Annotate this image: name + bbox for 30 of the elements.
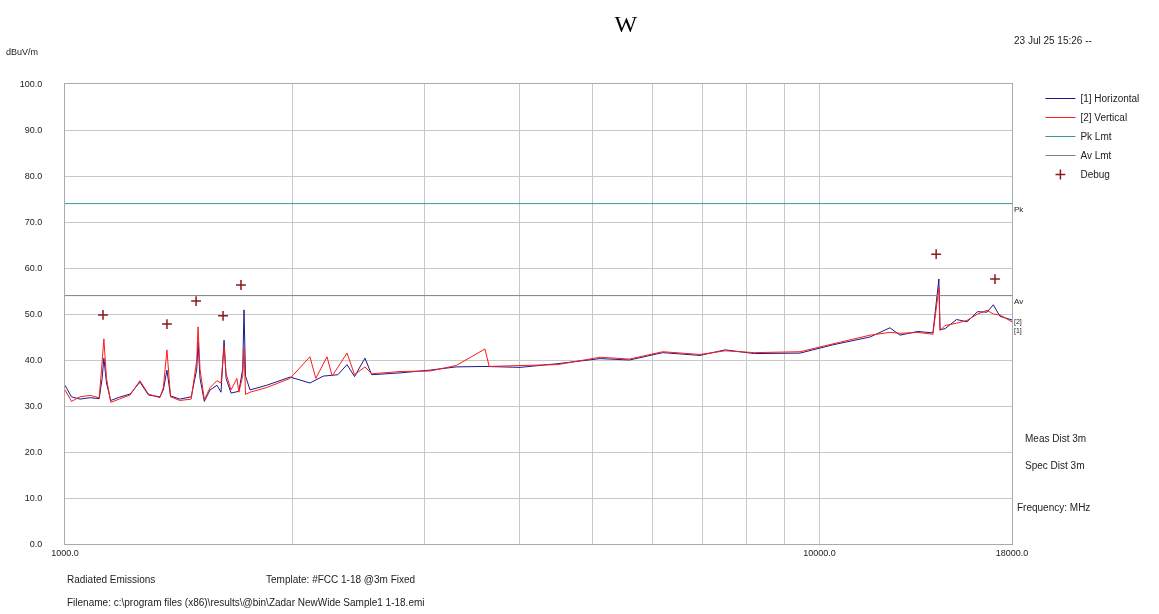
y-tick-label: 60.0 xyxy=(24,263,43,274)
chart-title: W xyxy=(614,11,638,38)
y-axis-title: dBuV/m xyxy=(6,47,39,57)
legend-label: Debug xyxy=(1080,169,1110,181)
y-tick-label: 20.0 xyxy=(24,447,43,458)
y-tick-label: 70.0 xyxy=(24,217,43,228)
text: Radiated Emissions xyxy=(67,574,156,585)
legend-label: [1] Horizontal xyxy=(1080,93,1140,105)
y-tick-label: 30.0 xyxy=(24,401,43,412)
legend-label: [2] Vertical xyxy=(1080,112,1128,124)
legend-label: Pk Lmt xyxy=(1080,131,1112,143)
text: Spec Dist 3m xyxy=(1025,460,1085,471)
text: Filename: c:\program files (x86)\results\@bin\Zadar NewWide Sample1 1-18.emi xyxy=(67,597,425,608)
x-tick-label: 1000.0 xyxy=(51,547,79,558)
y-tick-label: 90.0 xyxy=(24,125,43,136)
x-tick-label: 10000.0 xyxy=(803,547,836,558)
text: Meas Dist 3m xyxy=(1025,433,1087,444)
y-tick-label: 50.0 xyxy=(24,309,43,320)
y-tick-label: 80.0 xyxy=(24,171,43,182)
x-tick-label: 18000.0 xyxy=(995,547,1029,558)
y-tick-label: 10.0 xyxy=(24,493,43,504)
text: Template: #FCC 1-18 @3m Fixed xyxy=(266,574,416,585)
text: Av xyxy=(1014,297,1024,306)
y-tick-label: 40.0 xyxy=(24,355,43,366)
text: Pk xyxy=(1014,205,1025,214)
y-tick-label: 0.0 xyxy=(29,539,43,550)
x-axis-title: Frequency: MHz xyxy=(1017,502,1091,513)
y-tick-label: 100.0 xyxy=(19,79,43,90)
text: 23 Jul 25 15:26 -- xyxy=(1014,35,1092,46)
legend-label: Av Lmt xyxy=(1080,150,1112,162)
